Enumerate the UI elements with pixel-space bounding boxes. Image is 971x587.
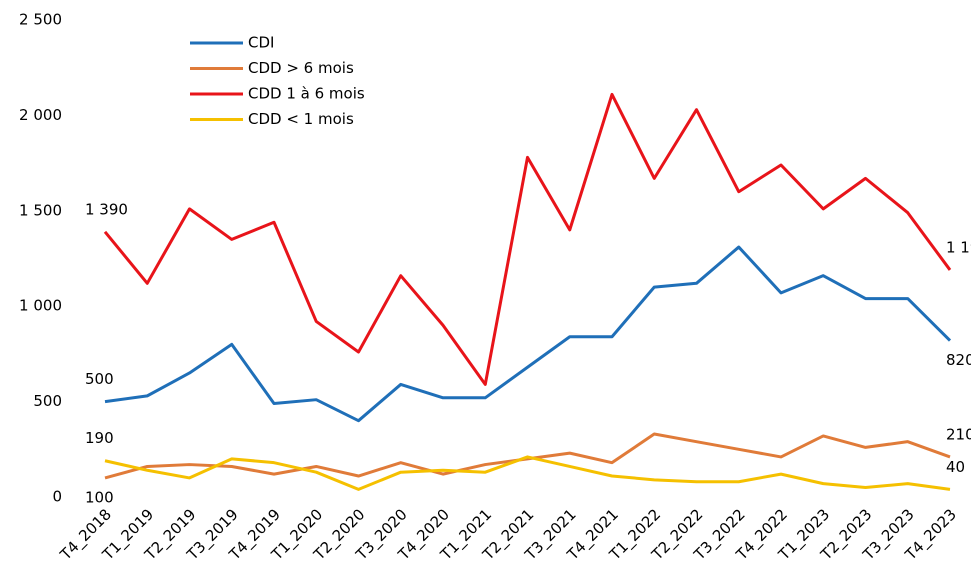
data-label: 820 (946, 351, 971, 369)
y-tick-label: 1 000 (19, 297, 62, 315)
data-label: 40 (946, 458, 965, 476)
legend-label: CDD 1 à 6 mois (248, 85, 365, 103)
data-label: 500 (85, 370, 114, 388)
legend-label: CDD > 6 mois (248, 59, 354, 77)
data-label: 190 (85, 429, 114, 447)
data-label: 1 390 (85, 200, 128, 218)
y-tick-label: 2 500 (19, 11, 62, 29)
data-label: 1 190 (946, 238, 971, 256)
series-line (103, 92, 952, 386)
y-tick-label: 500 (33, 392, 62, 410)
series-line (104, 245, 952, 423)
y-tick-label: 0 (52, 488, 62, 506)
y-tick-label: 1 500 (19, 201, 62, 219)
y-tick-label: 2 000 (19, 106, 62, 124)
series-line (104, 432, 951, 480)
legend-label: CDI (248, 34, 274, 52)
series-line (104, 455, 951, 491)
data-label: 100 (85, 488, 114, 506)
legend-label: CDD < 1 mois (248, 110, 354, 128)
data-label: 210 (946, 425, 971, 443)
